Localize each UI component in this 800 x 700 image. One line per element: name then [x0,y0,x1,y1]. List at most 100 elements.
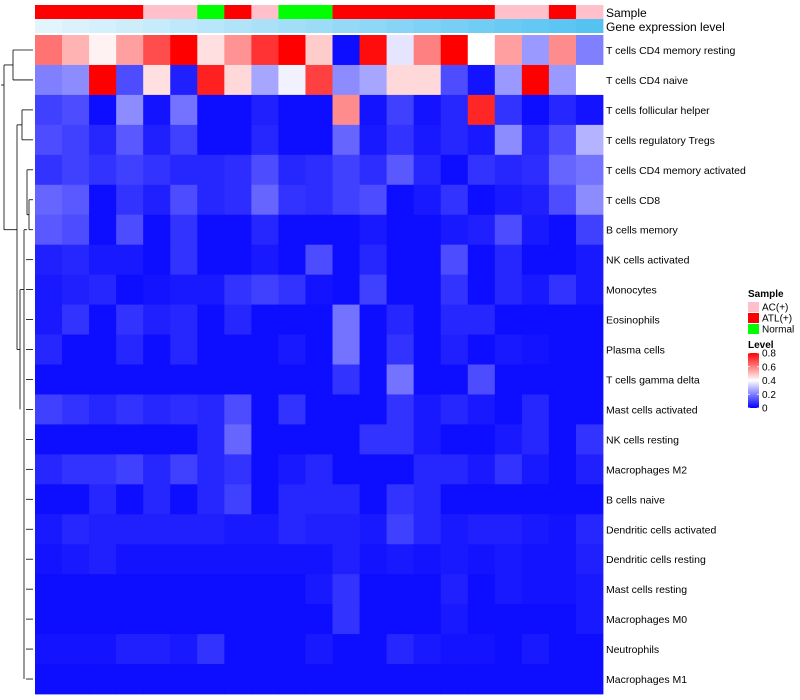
heatmap-cell [359,484,388,515]
heatmap-cell [224,544,252,575]
heatmap-cell [116,274,144,305]
heatmap-cell [494,304,523,335]
heatmap-cell [413,634,442,665]
heatmap-cell [332,484,360,515]
heatmap-cell [143,154,171,186]
heatmap-cell [332,94,360,126]
heatmap-cell [62,484,90,515]
heatmap-cell [197,64,225,96]
heatmap-cell [89,64,117,96]
heatmap-cell [62,94,90,126]
heatmap-cell [89,544,117,575]
heatmap-cell [224,484,252,515]
heatmap-cell [224,274,252,305]
heatmap-cell [359,184,388,216]
heatmap-cell [575,214,604,246]
heatmap-cell [62,364,90,395]
row-label: Mast cells activated [606,404,698,416]
heatmap-cell [440,124,469,156]
heatmap-cell [467,274,496,305]
heatmap-cell [305,634,333,665]
heatmap-cell [197,244,225,276]
heatmap-cell [575,664,604,695]
heatmap-cell [278,214,306,246]
heatmap-cell [467,334,496,365]
heatmap-cell [413,544,442,575]
heatmap-cell [143,604,171,635]
heatmap-cell [548,64,577,96]
heatmap-cell [89,634,117,665]
heatmap-cell [278,35,306,66]
heatmap-cell [62,124,90,156]
heatmap-cell [440,574,469,605]
heatmap-cell [467,244,496,276]
heatmap-cell [305,334,333,365]
sample-annotation-cell [386,5,415,19]
heatmap-cell [143,184,171,216]
heatmap-cell [116,124,144,156]
heatmap-cell [35,64,63,96]
heatmap-cell [440,664,469,695]
heatmap-cell [197,364,225,395]
heatmap-cell [548,634,577,665]
annotation-labels: Sample Gene expression level [606,6,725,34]
heatmap-cell [62,214,90,246]
heatmap-cell [359,94,388,126]
heatmap-cell [305,604,333,635]
heatmap-cell [143,394,171,425]
heatmap-cell [278,304,306,335]
heatmap-cell [332,64,360,96]
heatmap-cell [251,604,279,635]
heatmap-cell [116,424,144,455]
heatmap-cell [170,274,198,305]
heatmap-cell [197,424,225,455]
heatmap-cell [359,124,388,156]
heatmap-cell [494,64,523,96]
heatmap-cell [143,424,171,455]
row-labels: T cells CD4 memory resting T cells CD4 na… [606,45,746,686]
heatmap-cell [305,214,333,246]
heatmap-cell [278,424,306,455]
heatmap-cell [251,214,279,246]
heatmap-cell [251,544,279,575]
heatmap-cell [197,454,225,485]
heatmap-cell [575,334,604,365]
heatmap-cell [89,454,117,485]
heatmap-cell [413,274,442,305]
heatmap-cell [89,154,117,186]
heatmap-cell [386,214,415,246]
heatmap-cell [251,304,279,335]
heatmap-cell [35,394,63,425]
legend: Sample AC(+)ATL(+)Normal Level 0.8 0.6 0.4… [748,289,794,415]
heatmap-cell [386,304,415,335]
heatmap-cell [413,35,442,66]
legend-sample-swatch [748,324,759,334]
heatmap-cell [332,574,360,605]
heatmap-cell [305,574,333,605]
heatmap-cell [494,334,523,365]
heatmap-cell [278,364,306,395]
heatmap-cells [35,35,604,695]
heatmap-cell [359,364,388,395]
heatmap-cell [197,514,225,545]
heatmap-cell [224,604,252,635]
heatmap-cell [224,394,252,425]
expression-annotation-cell [467,19,496,33]
heatmap-cell [170,634,198,665]
heatmap-cell [251,394,279,425]
sample-annotation-cell [278,5,306,19]
legend-sample-swatch [748,302,759,312]
heatmap-cell [224,304,252,335]
heatmap-cell [548,214,577,246]
annotation-tracks [35,5,604,33]
heatmap-cell [548,244,577,276]
heatmap-cell [305,364,333,395]
legend-level-label: 0.2 [762,390,776,401]
heatmap-cell [305,304,333,335]
legend-sample-swatch [748,313,759,323]
heatmap-cell [521,484,550,515]
heatmap-cell [359,154,388,186]
heatmap-cell [251,484,279,515]
heatmap-cell [494,604,523,635]
heatmap-cell [305,64,333,96]
